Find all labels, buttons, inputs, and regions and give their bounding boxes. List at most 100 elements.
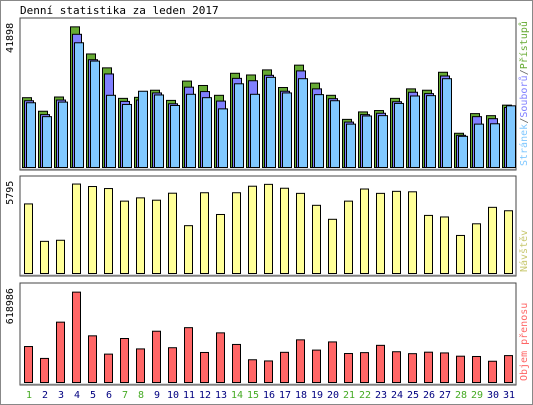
x-tick-label-day-31: 31	[503, 390, 515, 401]
x-tick-label-day-14: 14	[231, 390, 243, 401]
bar-top-stránek-day-21	[346, 123, 356, 168]
bar-top-stránek-day-3	[58, 101, 68, 168]
bar-top-stránek-day-25	[410, 95, 420, 168]
bar-top-stránek-day-16	[266, 76, 276, 168]
bar-top-stránek-day-2	[42, 116, 52, 169]
x-tick-label-day-6: 6	[106, 390, 112, 401]
x-tick-label-day-17: 17	[279, 390, 291, 401]
bar-top-stránek-day-7	[122, 103, 132, 168]
bar-top-stránek-day-31	[506, 105, 516, 168]
panel-middle-legend-1: Návštěv	[518, 230, 530, 272]
x-tick-label-day-4: 4	[74, 390, 80, 401]
bar-middle-návštěv-day-8	[136, 197, 145, 274]
bar-middle-návštěv-day-26	[424, 214, 433, 275]
bar-middle-návštěv-day-9	[152, 199, 161, 275]
bar-bottom-objem-přenosu-day-26	[424, 351, 433, 383]
bar-bottom-objem-přenosu-day-18	[296, 339, 305, 383]
bar-bottom-objem-přenosu-day-24	[392, 351, 401, 383]
bar-bottom-objem-přenosu-day-21	[344, 353, 353, 384]
x-tick-label-day-5: 5	[90, 390, 96, 401]
bar-middle-návštěv-day-29	[472, 223, 481, 275]
x-tick-label-day-20: 20	[327, 390, 339, 401]
bar-middle-návštěv-day-30	[488, 206, 497, 275]
bar-top-stránek-day-9	[154, 94, 164, 168]
bar-top-stránek-day-8	[138, 90, 148, 168]
x-tick-label-day-2: 2	[42, 390, 48, 401]
bar-top-stránek-day-5	[90, 60, 100, 169]
panel-top-legend-2: Souborů	[518, 75, 530, 117]
bar-bottom-objem-přenosu-day-16	[264, 360, 273, 384]
panel-top-legend-separator: /	[519, 118, 530, 124]
x-tick-label-day-25: 25	[407, 390, 419, 401]
bar-bottom-objem-přenosu-day-10	[168, 347, 177, 384]
bar-middle-návštěv-day-17	[280, 187, 289, 275]
bar-bottom-objem-přenosu-day-17	[280, 351, 289, 383]
bar-bottom-objem-přenosu-day-3	[56, 321, 65, 384]
bar-top-stránek-day-28	[458, 135, 468, 169]
bar-middle-návštěv-day-24	[392, 190, 401, 274]
bar-bottom-objem-přenosu-day-30	[488, 360, 497, 383]
bar-middle-návštěv-day-22	[360, 188, 369, 274]
bar-top-stránek-day-19	[314, 94, 324, 168]
bar-bottom-objem-přenosu-day-11	[184, 327, 193, 383]
bar-top-stránek-day-10	[170, 104, 180, 168]
bar-top-stránek-day-30	[490, 123, 500, 168]
x-tick-label-day-18: 18	[295, 390, 307, 401]
bar-middle-návštěv-day-6	[104, 188, 113, 274]
bar-top-stránek-day-12	[202, 97, 212, 168]
bar-middle-návštěv-day-15	[248, 185, 257, 275]
bar-middle-návštěv-day-14	[232, 192, 241, 274]
bar-bottom-objem-přenosu-day-14	[232, 343, 241, 384]
x-tick-label-day-23: 23	[375, 390, 387, 401]
bar-middle-návštěv-day-19	[312, 204, 321, 275]
x-tick-label-day-16: 16	[263, 390, 275, 401]
x-tick-label-day-22: 22	[359, 390, 371, 401]
bar-bottom-objem-přenosu-day-9	[152, 330, 161, 384]
x-tick-label-day-15: 15	[247, 390, 259, 401]
bar-bottom-objem-přenosu-day-28	[456, 355, 465, 383]
bar-bottom-objem-přenosu-day-15	[248, 359, 257, 383]
x-tick-label-day-28: 28	[455, 390, 467, 401]
panel-top-y-max-label: 41898	[5, 23, 16, 53]
bar-middle-návštěv-day-23	[376, 192, 385, 274]
x-tick-label-day-1: 1	[26, 390, 32, 401]
bar-middle-návštěv-day-18	[296, 192, 305, 274]
bar-top-stránek-day-24	[394, 102, 404, 168]
bar-top-stránek-day-27	[442, 78, 452, 168]
panel-bottom-y-max-label: 618986	[5, 288, 16, 324]
bar-middle-návštěv-day-21	[344, 200, 353, 274]
bar-middle-návštěv-day-7	[120, 200, 129, 274]
bar-middle-návštěv-day-5	[88, 186, 97, 274]
x-tick-label-day-19: 19	[311, 390, 323, 401]
x-tick-label-day-8: 8	[138, 390, 144, 401]
chart-title: Denní statistika za leden 2017	[20, 4, 219, 17]
bar-bottom-objem-přenosu-day-31	[504, 355, 513, 383]
x-tick-label-day-21: 21	[343, 390, 355, 401]
x-tick-label-day-12: 12	[199, 390, 211, 401]
bar-top-stránek-day-6	[106, 94, 116, 168]
bar-top-stránek-day-11	[186, 93, 196, 168]
bar-middle-návštěv-day-12	[200, 192, 209, 274]
bar-bottom-objem-přenosu-day-23	[376, 344, 385, 384]
x-tick-label-day-29: 29	[471, 390, 483, 401]
x-tick-label-day-27: 27	[439, 390, 451, 401]
bar-top-stránek-day-13	[218, 108, 228, 168]
bar-middle-návštěv-day-28	[456, 234, 465, 274]
bar-bottom-objem-přenosu-day-27	[440, 352, 449, 384]
bar-bottom-objem-přenosu-day-12	[200, 351, 209, 384]
bar-middle-návštěv-day-4	[72, 183, 81, 275]
bar-middle-návštěv-day-1	[24, 203, 33, 274]
panel-bottom-box	[19, 282, 517, 386]
x-tick-label-day-26: 26	[423, 390, 435, 401]
bar-top-stránek-day-1	[26, 102, 36, 168]
bar-top-stránek-day-15	[250, 93, 260, 168]
bar-bottom-objem-přenosu-day-13	[216, 332, 225, 383]
panel-middle-y-max-label: 5795	[5, 181, 16, 205]
panel-top-legend-separator: /	[519, 69, 530, 75]
bar-middle-návštěv-day-3	[56, 239, 65, 274]
x-tick-label-day-30: 30	[487, 390, 499, 401]
bar-bottom-objem-přenosu-day-4	[72, 291, 81, 383]
bar-bottom-objem-přenosu-day-1	[24, 346, 33, 383]
bar-middle-návštěv-day-10	[168, 192, 177, 275]
bar-top-stránek-day-4	[74, 42, 84, 169]
